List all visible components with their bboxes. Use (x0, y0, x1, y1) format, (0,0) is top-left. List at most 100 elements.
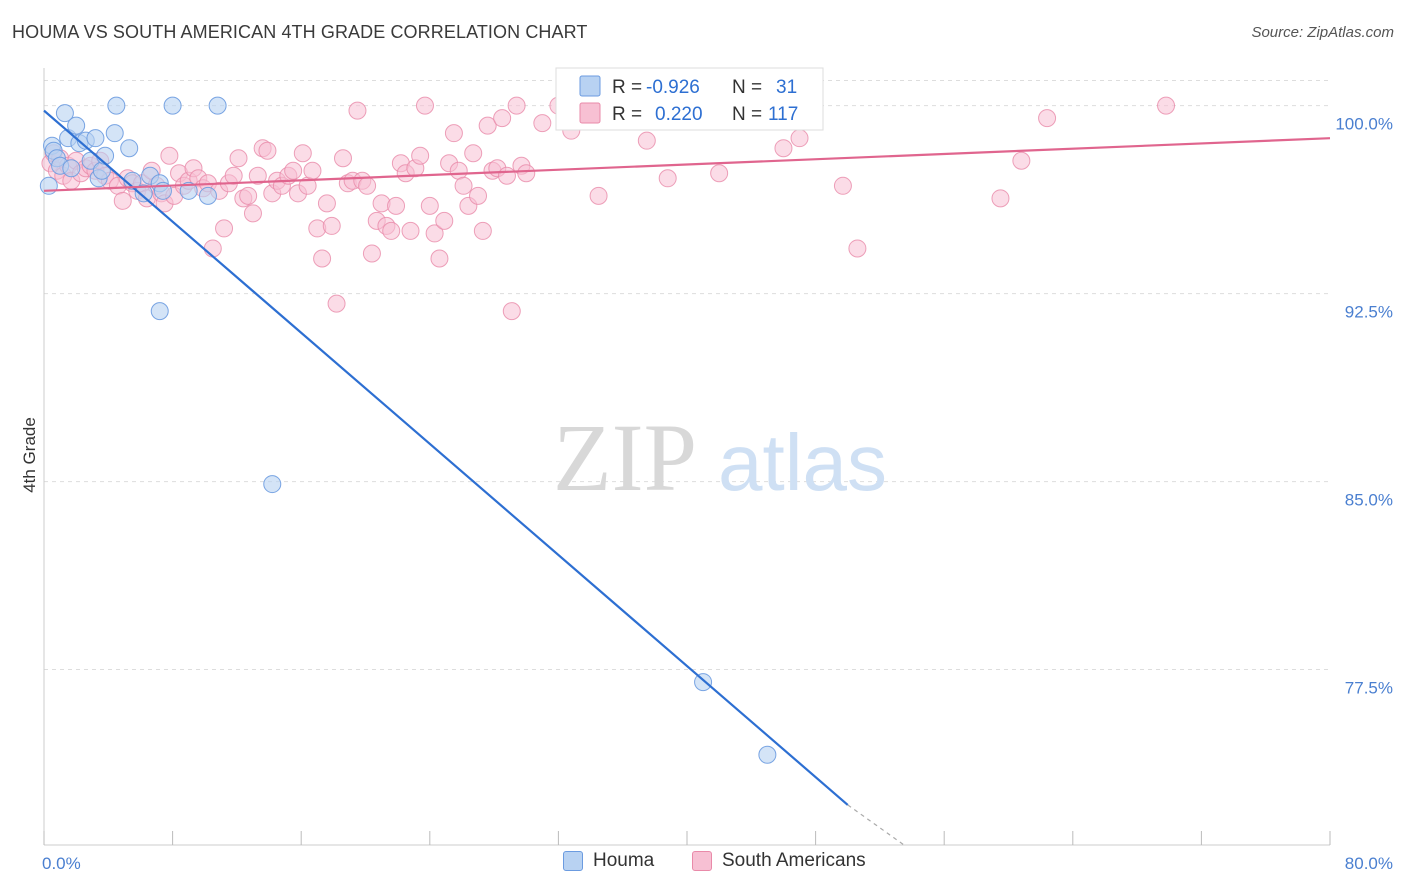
legend-item-houma[interactable]: Houma (563, 850, 654, 872)
south-americans-point (435, 211, 454, 230)
south-americans-point (502, 302, 521, 321)
south-americans-points (41, 96, 1176, 321)
legend-n-value-south: 117 (768, 104, 798, 125)
south-americans-point (454, 176, 473, 195)
houma-point (96, 146, 115, 165)
bottom-legend: Houma South Americans (0, 850, 1406, 880)
south-americans-point (317, 194, 336, 213)
houma-point (134, 184, 153, 203)
south-americans-point (425, 224, 444, 243)
legend-r-value-houma: -0.926 (646, 77, 700, 98)
south-americans-point (113, 191, 132, 210)
south-americans-point (229, 149, 248, 168)
south-americans-point (243, 204, 262, 223)
houma-point (120, 139, 139, 158)
legend-swatch-south (579, 102, 601, 124)
south-americans-point (313, 249, 332, 268)
south-americans-point (322, 216, 341, 235)
legend-n-label-houma: N = (732, 77, 762, 98)
legend-label-houma: Houma (593, 850, 655, 871)
houma-point (758, 745, 777, 764)
south-americans-point (1157, 96, 1176, 115)
south-americans-point (833, 176, 852, 195)
houma-point (150, 302, 169, 321)
axes (43, 68, 1331, 846)
south-americans-point (493, 109, 512, 128)
south-americans-point (533, 114, 552, 133)
houma-trend-line (43, 109, 849, 806)
south-americans-point (790, 129, 809, 148)
south-americans-point (507, 96, 526, 115)
south-americans-point (430, 249, 449, 268)
legend-swatch-houma (579, 75, 601, 97)
south-americans-point (333, 149, 352, 168)
south-americans-point (160, 146, 179, 165)
south-americans-point (203, 239, 222, 258)
trend-lines (43, 109, 1331, 846)
watermark-atlas: atlas (718, 418, 887, 507)
south-americans-point (362, 244, 381, 263)
y-tick-label: 85.0% (1345, 491, 1393, 510)
south-americans-point (637, 131, 656, 150)
south-americans-point (517, 164, 536, 183)
y-tick-label: 100.0% (1335, 115, 1393, 134)
south-americans-point (303, 161, 322, 180)
houma-point (86, 129, 105, 148)
south-americans-point (358, 176, 377, 195)
south-americans-point (774, 139, 793, 158)
legend-r-value-south: 0.220 (655, 104, 703, 125)
houma-point (105, 124, 124, 143)
south-americans-point (327, 294, 346, 313)
south-americans-point (382, 221, 401, 240)
south-americans-point (215, 219, 234, 238)
south-americans-point (411, 146, 430, 165)
chart-title: HOUMA VS SOUTH AMERICAN 4TH GRADE CORREL… (12, 22, 588, 42)
x-tick-label-min: 0.0% (42, 854, 81, 873)
south-americans-point (239, 186, 258, 205)
south-americans-point (991, 189, 1010, 208)
south-americans-point (420, 196, 439, 215)
legend-r-label-south: R = (612, 104, 642, 125)
south-americans-point (401, 221, 420, 240)
houma-point (198, 186, 217, 205)
y-tick-label: 92.5% (1345, 303, 1393, 322)
south-americans-point (710, 164, 729, 183)
south-americans-point (589, 186, 608, 205)
houma-point (107, 96, 126, 115)
houma-trend-extension (847, 804, 905, 846)
south-americans-point (658, 169, 677, 188)
legend-swatch-icon-houma (563, 851, 583, 871)
y-axis-label: 4th Grade (20, 417, 39, 493)
south-americans-point (449, 161, 468, 180)
south-americans-point (1012, 151, 1031, 170)
legend-item-south-americans[interactable]: South Americans (692, 850, 866, 872)
houma-point (39, 176, 58, 195)
houma-point (263, 475, 282, 494)
watermark: ZIP atlas (553, 404, 887, 511)
south-americans-point (444, 124, 463, 143)
y-tick-labels: 77.5% 85.0% 92.5% 100.0% (1335, 115, 1393, 698)
south-americans-point (478, 116, 497, 135)
south-americans-point (469, 186, 488, 205)
south-americans-point (848, 239, 867, 258)
south-americans-point (348, 101, 367, 120)
south-americans-point (293, 144, 312, 163)
south-americans-point (224, 166, 243, 185)
houma-point (67, 116, 86, 135)
south-americans-point (473, 221, 492, 240)
houma-point (163, 96, 182, 115)
x-tick-labels: 0.0% 80.0% (42, 854, 1393, 873)
legend-n-label-south: N = (732, 104, 762, 125)
south-americans-point (415, 96, 434, 115)
houma-point (55, 104, 74, 123)
south-americans-point (464, 144, 483, 163)
south-americans-point (387, 196, 406, 215)
legend-swatch-icon-south-americans (692, 851, 712, 871)
legend-r-label-houma: R = (612, 77, 642, 98)
legend-n-value-houma: 31 (776, 77, 797, 98)
x-tick-label-max: 80.0% (1345, 854, 1393, 873)
legend-box: R = -0.926 N = 31 R = 0.220 N = 117 (555, 67, 824, 131)
houma-point (62, 159, 81, 178)
south-americans-trend-line (43, 137, 1331, 192)
